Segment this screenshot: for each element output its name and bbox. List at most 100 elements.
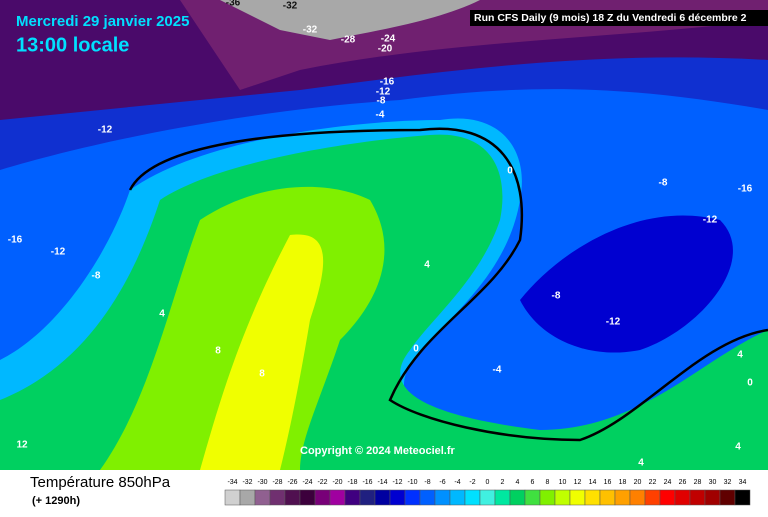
footer-lead: (+ 1290h) [32,495,80,507]
legend-swatch [539,489,556,506]
legend-tick-label: 30 [709,479,717,486]
legend-swatch [374,489,391,506]
contour-label: -20 [378,44,393,55]
contour-label: -12 [376,87,391,98]
contour-label: 8 [215,346,221,357]
contour-label: 4 [638,458,644,469]
time: 13:00 locale [16,34,129,56]
contour-label: 0 [507,166,513,177]
legend-tick-label: 24 [664,479,672,486]
contour-label: -12 [703,215,718,226]
contour-label: 4 [424,260,430,271]
legend-swatch [524,489,541,506]
legend-swatch [494,489,511,506]
zero-contour [128,127,768,442]
legend-swatch [644,489,661,506]
legend-swatch [509,489,526,506]
legend-swatch [569,489,586,506]
legend-tick-label: 18 [619,479,627,486]
contour-label: -12 [51,247,66,258]
legend-swatch [614,489,631,506]
contour-label: -4 [376,110,385,121]
contour-label: -12 [606,317,621,328]
legend-swatch [464,489,481,506]
legend-tick-label: 34 [739,479,747,486]
legend-tick-label: 14 [589,479,597,486]
legend-tick-label: -10 [407,479,417,486]
legend-tick-label: 28 [694,479,702,486]
legend-swatch [254,489,271,506]
field-region [200,234,324,470]
contour-label: -16 [738,184,753,195]
legend-tick-label: 4 [516,479,520,486]
contour-label: 12 [16,440,28,451]
legend-swatch [269,489,286,506]
contour-label: -8 [659,178,668,189]
legend-tick-label: -20 [332,479,342,486]
legend-swatch [239,489,256,506]
legend-swatch [299,489,316,506]
legend-tick-label: 32 [724,479,732,486]
contour-label: -28 [341,35,356,46]
legend-tick-label: 6 [531,479,535,486]
legend-tick-label: 22 [649,479,657,486]
legend-swatch [404,489,421,506]
legend-tick-label: -18 [347,479,357,486]
legend-tick-label: -2 [469,479,475,486]
contour-label: -16 [8,235,23,246]
legend-swatch [689,489,706,506]
contour-label: 8 [259,369,265,380]
legend-tick-label: 20 [634,479,642,486]
date: Mercredi 29 janvier 2025 [16,13,189,30]
run-box [470,10,768,26]
legend-swatch [314,489,331,506]
legend-swatch [599,489,616,506]
legend-swatch [224,489,241,506]
cold-region [220,0,480,40]
contour-label: -4 [493,365,502,376]
legend-swatch [419,489,436,506]
legend-swatch [449,489,466,506]
legend-tick-label: -26 [287,479,297,486]
legend-tick-label: -16 [362,479,372,486]
legend-tick-label: -6 [439,479,445,486]
contour-label: 0 [747,378,753,389]
contour-label: 4 [737,350,743,361]
contour-label: 4 [735,442,741,453]
legend-swatch [719,489,736,506]
run-info: Run CFS Daily (9 mois) 18 Z du Vendredi … [474,12,747,24]
legend-swatch [329,489,346,506]
legend-tick-label: 0 [486,479,490,486]
legend-swatch [659,489,676,506]
legend-swatch [629,489,646,506]
contour-label: -8 [92,271,101,282]
legend-tick-label: -4 [454,479,460,486]
legend-tick-label: 26 [679,479,687,486]
legend-swatch [284,489,301,506]
legend-swatch [734,489,751,506]
legend-tick-label: -8 [424,479,430,486]
contour-label: -16 [380,77,395,88]
contour-label: 0 [413,344,419,355]
legend-tick-label: -12 [392,479,402,486]
contour-label: -32 [303,25,318,36]
contour-label: -8 [377,96,386,107]
legend-swatch [479,489,496,506]
legend-swatch [704,489,721,506]
legend-tick-label: -24 [302,479,312,486]
contour-label: -24 [381,34,396,45]
contour-label: -32 [283,1,298,12]
legend-tick-label: 8 [546,479,550,486]
legend-tick-label: -28 [272,479,282,486]
legend-swatch [554,489,571,506]
contour-label: -36 [226,0,241,9]
legend-swatch [584,489,601,506]
legend-swatch [389,489,406,506]
legend-swatch [674,489,691,506]
legend-tick-label: -32 [242,479,252,486]
contour-label: -8 [552,291,561,302]
contour-label: -12 [98,125,113,136]
legend-tick-label: 12 [574,479,582,486]
legend-tick-label: 10 [559,479,567,486]
